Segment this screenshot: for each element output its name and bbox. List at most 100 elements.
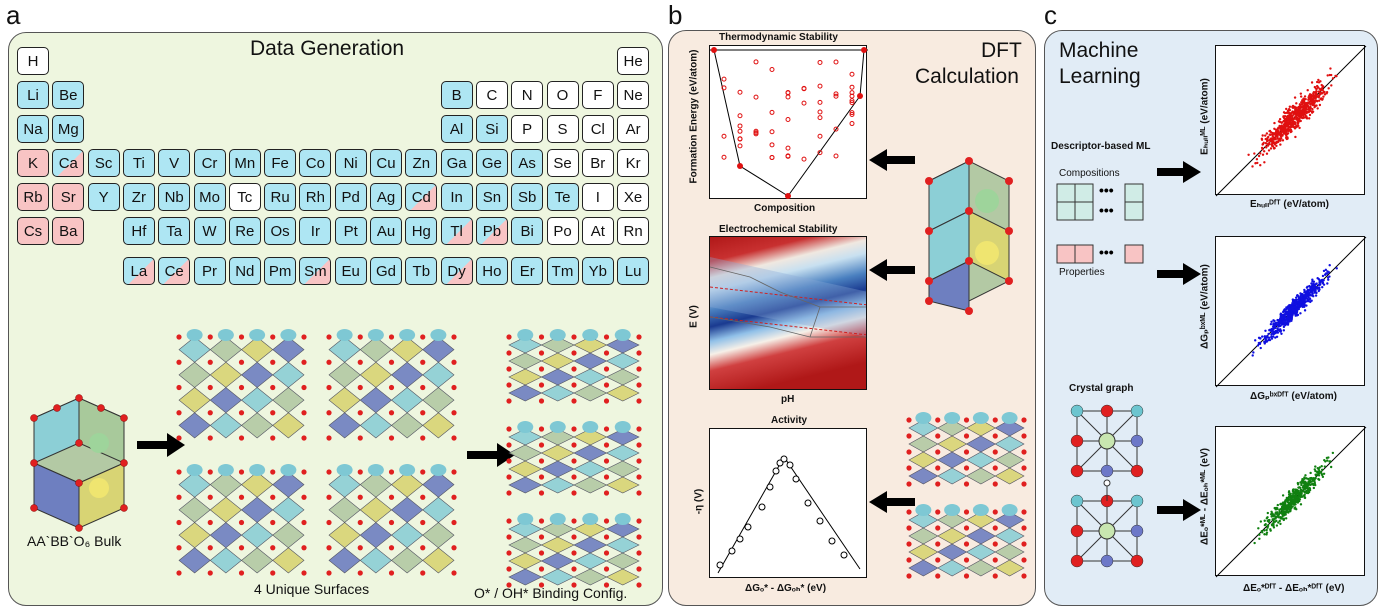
arrow-right-icon: [137, 433, 185, 457]
element-hf: Hf: [122, 217, 155, 245]
element-sr: Sr: [52, 183, 85, 211]
surface-slab-icon: [326, 464, 457, 576]
surface-slab-icon: [326, 329, 457, 441]
element-b: B: [440, 81, 473, 109]
composition-vector-icon: ••• •••: [1056, 182, 1144, 221]
element-mo: Mo: [193, 183, 226, 211]
element-o: O: [546, 81, 579, 109]
bulk-label: AA`BB`O₆ Bulk: [27, 533, 122, 549]
element-pm: Pm: [264, 257, 297, 285]
element-la: La: [122, 257, 155, 285]
element-he: He: [617, 47, 650, 75]
element-na: Na: [17, 115, 49, 143]
binding-configs: [506, 323, 649, 588]
element-li: Li: [17, 81, 49, 109]
surfaces-label: 4 Unique Surfaces: [254, 581, 370, 597]
element-sn: Sn: [475, 183, 508, 211]
element-eu: Eu: [334, 257, 367, 285]
electro-ylabel: E (V): [688, 305, 700, 328]
binding-label: O* / OH* Binding Config.: [474, 585, 628, 601]
element-nd: Nd: [228, 257, 261, 285]
element-te: Te: [546, 183, 579, 211]
element-ne: Ne: [617, 81, 650, 109]
pourbaix-diagram: [710, 237, 866, 389]
element-tb: Tb: [405, 257, 438, 285]
svg-text:•••: •••: [1099, 202, 1114, 218]
element-ho: Ho: [475, 257, 508, 285]
panel-data-generation: Data Generation H He Li Be B C N O F Ne Na Mg Al Si P S…: [8, 32, 663, 606]
element-c: C: [475, 81, 508, 109]
element-i: I: [581, 183, 614, 211]
arrow-right-icon: [1157, 161, 1201, 183]
activity-xlabel: ΔGₒ* - ΔGₒₕ* (eV): [745, 583, 827, 594]
element-tl: Tl: [440, 217, 473, 245]
element-ga: Ga: [440, 149, 473, 177]
thermo-title: Thermodynamic Stability: [719, 32, 838, 43]
bulk-crystal-icon: [925, 157, 1013, 315]
element-er: Er: [511, 257, 544, 285]
binding-slab-icon: [906, 412, 1027, 487]
element-au: Au: [370, 217, 402, 245]
element-tm: Tm: [546, 257, 579, 285]
panel-letter-c: c: [1044, 0, 1057, 30]
bulk-crystal-icon: [30, 394, 128, 532]
compositions-label: Compositions: [1059, 168, 1120, 179]
element-br: Br: [581, 149, 614, 177]
panel-c-title-2: Learning: [1059, 65, 1141, 88]
element-at: At: [581, 217, 614, 245]
element-zn: Zn: [405, 149, 438, 177]
element-yb: Yb: [581, 257, 614, 285]
svg-text:•••: •••: [1099, 244, 1114, 260]
element-ca: Ca: [52, 149, 85, 177]
binding-configs-b: [906, 406, 1029, 586]
arrow-left-icon: [869, 149, 915, 171]
element-ce: Ce: [158, 257, 191, 285]
surface-slab-icon: [176, 464, 307, 576]
panel-b-title-2: Calculation: [915, 65, 1019, 88]
element-cl: Cl: [581, 115, 614, 143]
plot2-ylabel: ΔGₚᵇˣᴹᴸ (eV/atom): [1199, 264, 1211, 349]
element-k: K: [17, 149, 49, 177]
element-os: Os: [264, 217, 297, 245]
element-ba: Ba: [52, 217, 85, 245]
element-rb: Rb: [17, 183, 49, 211]
parity-scatter-pourbaix: [1215, 236, 1367, 388]
panel-letter-b: b: [668, 0, 683, 30]
element-co: Co: [299, 149, 332, 177]
plot1-ylabel: Eₕᵤₗₗᴹᴸ (eV/atom): [1199, 78, 1211, 155]
element-in: In: [440, 183, 473, 211]
plot3-ylabel: ΔEₒ*ᴹᴸ - ΔEₒₕ*ᴹᴸ (eV): [1199, 448, 1211, 545]
element-ru: Ru: [264, 183, 297, 211]
element-re: Re: [228, 217, 261, 245]
activity-plot: [709, 428, 867, 578]
element-fe: Fe: [264, 149, 297, 177]
arrow-right-icon: [1157, 263, 1201, 285]
panel-c-title-1: Machine: [1059, 39, 1139, 62]
element-nb: Nb: [158, 183, 191, 211]
crystal-graph-icon: [1070, 404, 1144, 478]
activity-title: Activity: [771, 415, 808, 426]
element-si: Si: [475, 115, 508, 143]
element-y: Y: [87, 183, 120, 211]
convex-hull-chart: [710, 47, 868, 199]
element-rn: Rn: [617, 217, 650, 245]
binding-slab-icon: [506, 513, 642, 588]
element-rh: Rh: [299, 183, 332, 211]
thermo-xlabel: Composition: [754, 203, 816, 214]
element-cd: Cd: [405, 183, 438, 211]
element-po: Po: [546, 217, 579, 245]
thermo-ylabel: Formation Energy (eV/atom): [688, 49, 700, 184]
thermo-plot: [709, 45, 868, 199]
element-ar: Ar: [617, 115, 650, 143]
element-s: S: [546, 115, 579, 143]
element-ni: Ni: [334, 149, 367, 177]
svg-text:•••: •••: [1099, 182, 1114, 198]
element-as: As: [511, 149, 544, 177]
binding-slab-icon: [506, 421, 642, 496]
crystal-graph-icon: [1070, 479, 1144, 568]
panel-machine-learning: Machine Learning Descriptor-based ML Com…: [1044, 30, 1378, 606]
surface-slab-icon: [176, 329, 307, 441]
parity-plot-hull: [1215, 45, 1367, 197]
element-xe: Xe: [617, 183, 650, 211]
element-v: V: [158, 149, 191, 177]
